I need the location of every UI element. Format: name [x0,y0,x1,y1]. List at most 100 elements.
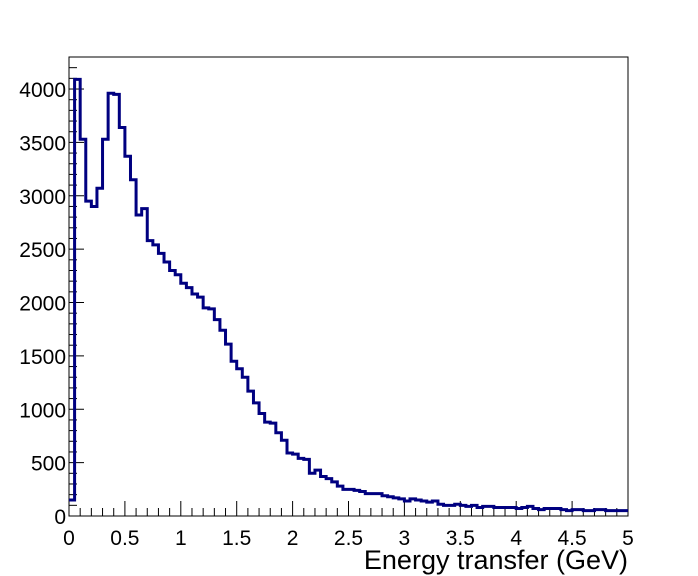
x-axis-tick-labels: 0 0.5 1 1.5 2 2.5 3 3.5 4 4.5 5 [63,527,634,550]
histogram-bin [499,507,505,516]
x-tick-label: 2.5 [334,527,363,550]
histogram-bin [449,505,455,516]
histogram-bin [259,414,265,516]
histogram-bin [315,470,321,516]
histogram-bin [410,499,416,516]
histogram-bin [97,188,103,516]
histogram-bin [466,506,472,516]
histogram-bin [399,499,405,516]
x-tick-label: 4 [510,527,522,550]
histogram-bin [594,510,600,516]
histogram-bin [175,275,181,516]
histogram-bin [360,491,366,516]
histogram-bin [226,344,232,516]
histogram-bin [248,391,254,516]
x-axis-title: Energy transfer (GeV) [364,545,628,575]
histogram-bin [421,501,427,516]
histogram-bin [444,505,450,516]
histogram-bin [511,507,517,516]
histogram-bin [522,507,528,516]
histogram-bin [365,494,371,516]
histogram-bin [287,453,293,516]
histogram-bin [108,93,114,516]
histogram-bin [516,509,522,516]
histogram-bin [544,509,550,516]
x-tick-label: 0 [63,527,75,550]
histogram-bin [606,511,612,516]
histogram-bin [539,510,545,516]
histogram-bin [416,500,422,516]
histogram-bin [337,486,343,516]
histogram-bin [471,505,477,516]
histogram-bin [119,127,125,516]
histogram-bin [281,440,287,516]
histogram-bin [460,505,466,516]
histogram-bin [304,459,310,516]
histogram-bin [572,510,578,516]
histogram-bin [550,509,556,516]
histogram-bin [158,253,164,516]
y-tick-label: 4000 [19,79,66,102]
histogram-bin [494,507,500,516]
histogram-bin [527,506,533,516]
histogram-bin [477,507,483,516]
x-tick-label: 4.5 [557,527,586,550]
histogram-bin [427,502,433,516]
histogram-bin [567,511,573,516]
y-tick-label: 2000 [19,293,66,316]
histogram-bin [354,490,360,516]
histogram-bin [298,458,304,516]
y-tick-label: 500 [31,453,66,476]
histogram-bin [349,489,355,516]
histogram-bin [203,308,209,516]
histogram-bin [488,506,494,516]
histogram-bin [253,403,259,516]
histogram-bin [388,497,394,516]
histogram-bin [181,283,187,516]
histogram-bin [622,511,628,516]
histogram-bin [371,494,377,516]
histogram-bin [231,361,237,516]
histogram-bin [142,209,148,516]
y-tick-label: 0 [54,506,66,529]
y-tick-label: 3000 [19,186,66,209]
histogram-series-line [69,77,628,513]
histogram-bin [533,509,539,516]
histogram-bin [153,245,159,516]
histogram-bin [214,320,220,516]
x-tick-label: 1 [175,527,187,550]
histogram-bin [505,507,511,516]
histogram-bin [198,297,204,516]
y-axis-tick-labels: 0 500 1000 1500 2000 2500 3000 3500 4000 [19,79,66,529]
histogram-bin [438,504,444,516]
y-tick-label: 1500 [19,346,66,369]
histogram-bin [265,422,271,516]
histogram-bin [393,498,399,516]
histogram-bin [293,454,299,516]
histogram-bin [376,494,382,516]
histogram-bin [555,509,561,516]
histogram-bin [86,201,92,516]
histogram-bin [69,500,75,516]
histogram-bin [600,510,606,516]
histogram-bin [270,423,276,516]
histogram-bin [432,501,438,516]
histogram-bin [589,511,595,516]
y-tick-label: 2500 [19,239,66,262]
histogram-bin [103,139,109,516]
histogram-bin [455,504,461,516]
histogram-bin [561,510,567,516]
histogram-bin [75,79,81,516]
histogram-bin [114,94,120,516]
histogram-bin [617,511,623,516]
histogram-bin [326,479,332,516]
histogram-bin [192,294,198,516]
histogram-bin [483,506,489,516]
histogram-bin [237,369,243,516]
x-tick-label: 3.5 [446,527,475,550]
histogram-bin [583,511,589,516]
histogram-bin [220,330,226,516]
histogram-bin [91,206,97,516]
